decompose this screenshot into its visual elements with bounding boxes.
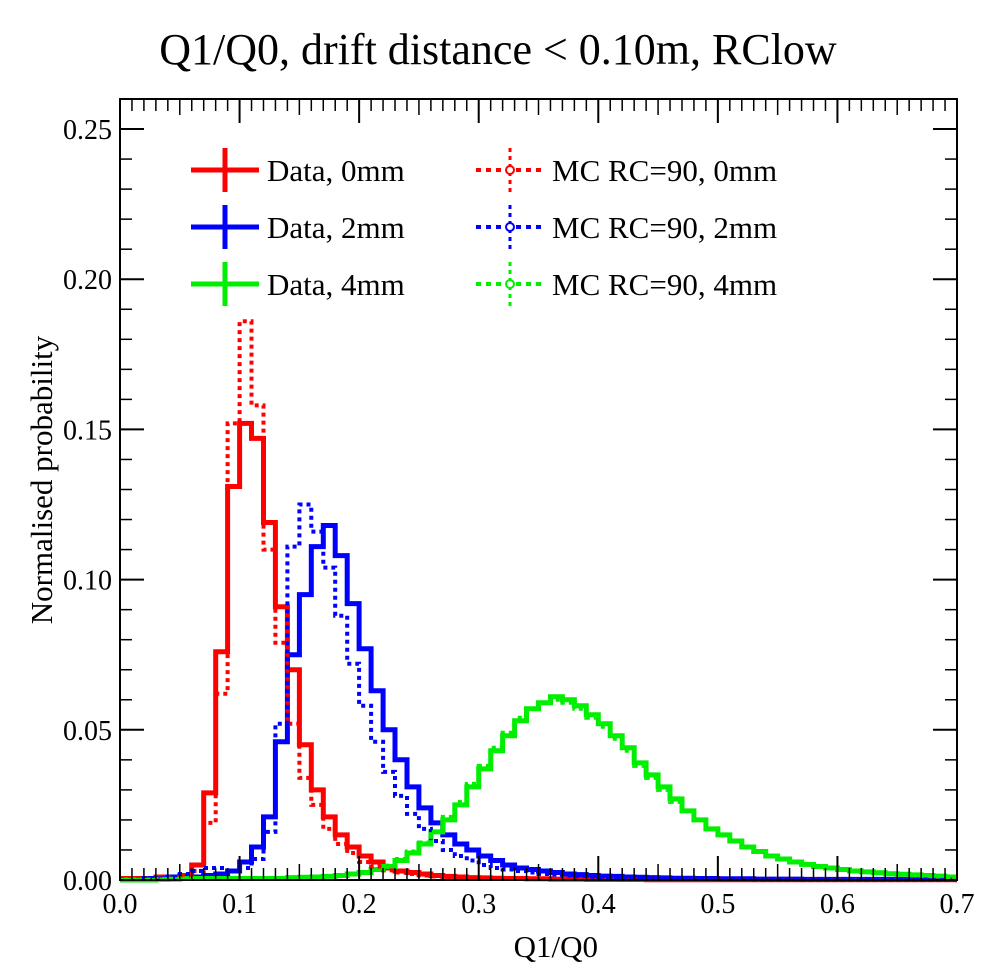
y-tick-label: 0.05	[63, 716, 112, 747]
legend-item: Data, 4mm	[191, 262, 405, 306]
y-tick-label: 0.20	[63, 265, 112, 296]
series-line	[120, 694, 957, 883]
x-tick-label: 0.7	[940, 889, 975, 920]
legend: Data, 0mm Data, 2mm Data, 4mm MC RC=90, 0mm…	[191, 148, 777, 306]
legend-point	[505, 222, 515, 232]
legend-item: Data, 2mm	[191, 205, 405, 249]
series-line	[120, 420, 957, 883]
legend-label: Data, 4mm	[267, 267, 405, 302]
x-tick-label: 0.1	[222, 889, 257, 920]
x-tick-label: 0.3	[461, 889, 496, 920]
legend-item: MC RC=90, 0mm	[476, 148, 777, 192]
x-tick-label: 0.5	[700, 889, 735, 920]
y-tick-label: 0.00	[63, 866, 112, 897]
legend-item: MC RC=90, 4mm	[476, 262, 777, 306]
y-tick-label: 0.15	[63, 415, 112, 446]
legend-label: MC RC=90, 0mm	[552, 153, 777, 188]
series-layer	[120, 319, 957, 883]
plot-frame	[119, 98, 958, 881]
legend-point	[505, 279, 515, 289]
legend-label: Data, 0mm	[267, 153, 405, 188]
y-tick-label: 0.10	[63, 566, 112, 597]
series-line	[120, 502, 957, 882]
series-line	[120, 319, 957, 882]
legend-label: Data, 2mm	[267, 210, 405, 245]
axes-layer: 0.0 0.1 0.2 0.3 0.4 0.5 0.6 0.7 0.00 0.05 0.10 0.15…	[63, 99, 975, 920]
series-line	[120, 697, 957, 882]
x-tick-label: 0.6	[820, 889, 855, 920]
y-tick-label: 0.25	[63, 115, 112, 146]
x-tick-label: 0.4	[581, 889, 616, 920]
legend-item: MC RC=90, 2mm	[476, 205, 777, 249]
legend-point	[505, 165, 515, 175]
x-tick-label: 0.0	[103, 889, 138, 920]
x-tick-label: 0.2	[342, 889, 377, 920]
x-axis-label: Q1/Q0	[514, 929, 598, 964]
legend-item: Data, 0mm	[191, 148, 405, 192]
y-axis-label: Normalised probability	[24, 335, 59, 624]
chart-title: Q1/Q0, drift distance < 0.10m, RClow	[159, 25, 837, 74]
legend-label: MC RC=90, 4mm	[552, 267, 777, 302]
legend-label: MC RC=90, 2mm	[552, 210, 777, 245]
